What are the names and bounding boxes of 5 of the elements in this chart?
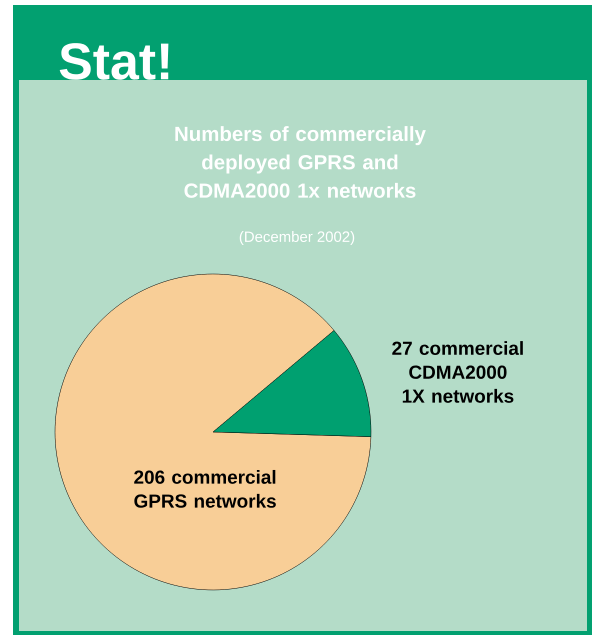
chart-subtitle: (December 2002)	[240, 231, 354, 245]
slice-label: 27 commercial CDMA2000 1X networks	[392, 341, 523, 403]
text: Stat!	[60, 43, 168, 80]
slice-label: 206 commercial GPRS networks	[134, 470, 276, 508]
chart-title: Numbers of commercially deployed GPRS and CDMA2000 1x networks	[175, 126, 426, 198]
